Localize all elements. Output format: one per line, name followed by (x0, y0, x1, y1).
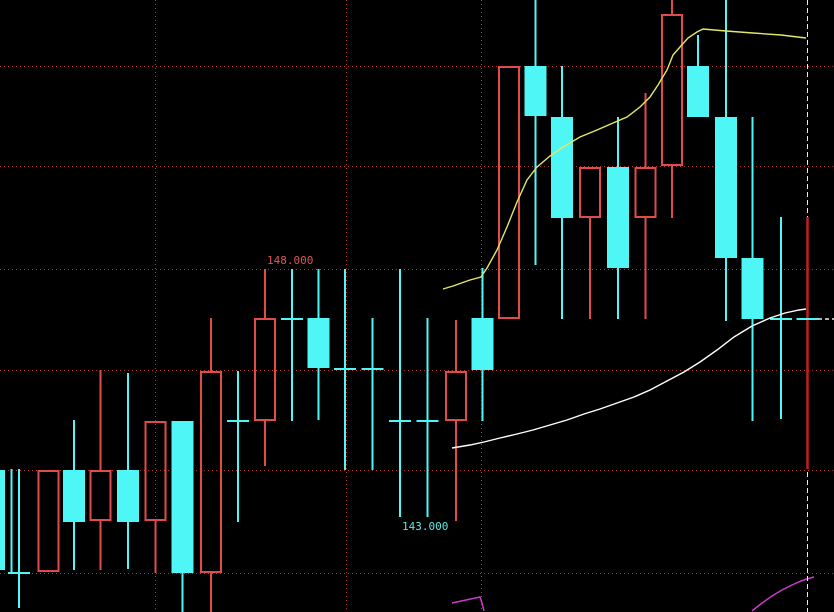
candle (227, 371, 249, 522)
candles-layer (8, 0, 792, 612)
candle (524, 0, 547, 265)
candle (254, 269, 276, 466)
candle (634, 93, 657, 319)
price-label-148: 148.000 (267, 254, 314, 267)
candle (498, 66, 520, 319)
candle (741, 117, 764, 421)
candle (281, 269, 303, 421)
ma-yellow-line (442, 28, 807, 290)
candle (89, 370, 112, 570)
candle (144, 421, 167, 573)
magenta-indicator-line (451, 576, 815, 612)
ma-white-line (451, 308, 807, 449)
candle (770, 217, 792, 419)
candle (661, 0, 683, 218)
candle (200, 318, 222, 612)
candle (687, 35, 709, 117)
candle (416, 318, 439, 517)
candle (307, 269, 330, 420)
candle (37, 470, 60, 572)
candle (715, 0, 737, 321)
candle (63, 420, 85, 570)
candle (579, 167, 601, 319)
price-label-143: 143.000 (402, 520, 449, 533)
candle (361, 318, 384, 470)
candle (389, 269, 411, 517)
candle (171, 421, 194, 612)
candle (117, 373, 139, 569)
left-edge-partial-candle (0, 469, 13, 573)
current-bar-marker (796, 0, 834, 612)
candle (607, 117, 629, 319)
candle (445, 320, 467, 521)
candle (551, 66, 573, 319)
candle (334, 269, 356, 470)
candle (471, 268, 494, 421)
